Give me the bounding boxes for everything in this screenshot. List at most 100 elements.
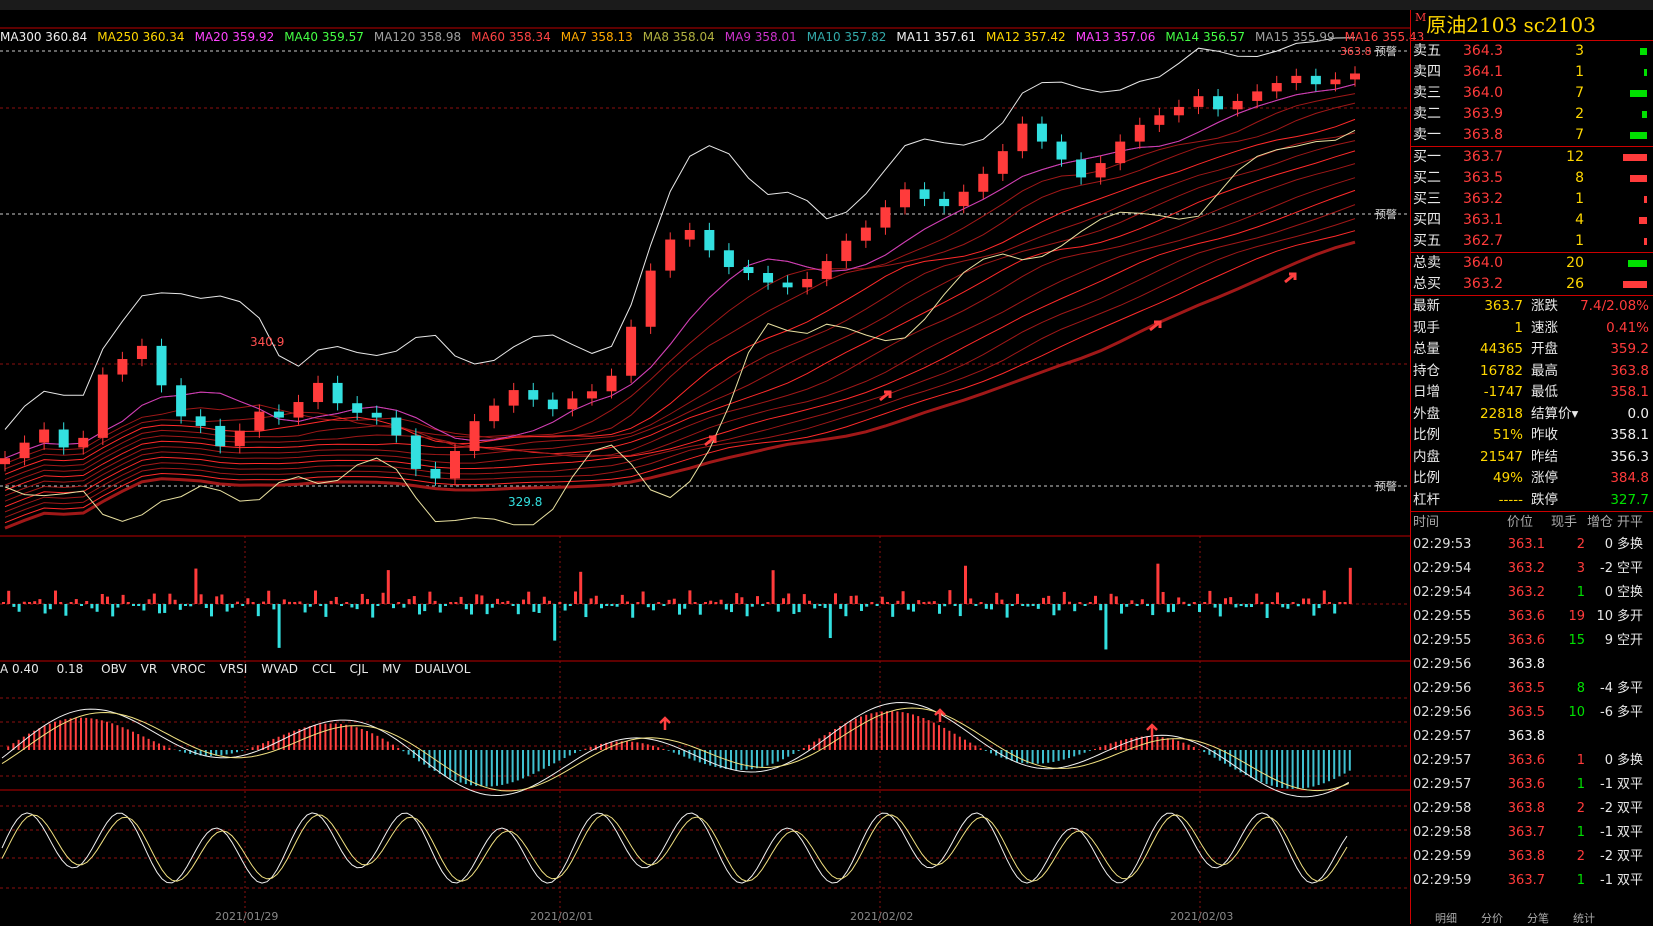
panel-tab-3[interactable]: 统计 bbox=[1573, 912, 1595, 925]
macd-bar bbox=[236, 750, 238, 752]
indicator-tab-vr[interactable]: VR bbox=[141, 662, 158, 676]
panel-tab-1[interactable]: 分价 bbox=[1481, 912, 1503, 925]
tick-oi-change: -4 bbox=[1587, 677, 1613, 701]
kdj-d-line bbox=[2, 815, 1347, 881]
macd-bar bbox=[517, 750, 519, 780]
indicator-tab-obv[interactable]: OBV bbox=[101, 662, 127, 676]
volume-bar bbox=[158, 604, 161, 613]
volume-bar bbox=[1297, 604, 1300, 606]
indicator-tab-vrsi[interactable]: VRSI bbox=[220, 662, 248, 676]
indicator-tab-cjl[interactable]: CJL bbox=[350, 662, 369, 676]
panel-tab-0[interactable]: 明细 bbox=[1435, 912, 1457, 925]
volume-bar bbox=[600, 604, 603, 608]
stat-label: 昨收 bbox=[1531, 425, 1558, 447]
bid-level-price: 363.5 bbox=[1463, 168, 1503, 189]
volume-bar bbox=[1130, 600, 1133, 604]
candle-body bbox=[1076, 160, 1086, 178]
stat-value: 327.7 bbox=[1571, 490, 1649, 512]
candle-body bbox=[1252, 91, 1262, 101]
macd-bar bbox=[1047, 750, 1049, 763]
volume-bar bbox=[1229, 597, 1232, 604]
indicator-tab-ccl[interactable]: CCL bbox=[312, 662, 335, 676]
volume-bar bbox=[1011, 604, 1014, 606]
volume-bar bbox=[1016, 594, 1019, 604]
macd-bar bbox=[803, 748, 805, 750]
volume-bar bbox=[844, 604, 847, 616]
volume-bar bbox=[725, 604, 728, 610]
candle-body bbox=[1096, 163, 1106, 177]
bid-level-price: 363.7 bbox=[1463, 147, 1503, 168]
volume-bar bbox=[252, 602, 255, 604]
tick-type: 双平 bbox=[1617, 821, 1643, 845]
macd-bar bbox=[709, 750, 711, 766]
candle-body bbox=[1174, 107, 1184, 115]
volume-bar bbox=[1250, 604, 1253, 607]
macd-bar bbox=[1255, 750, 1257, 780]
macd-bar bbox=[205, 750, 207, 756]
bid-level-label: 买五 bbox=[1413, 231, 1441, 252]
macd-bar bbox=[7, 747, 9, 750]
candle-body bbox=[998, 151, 1008, 174]
date-axis-label: 2021/01/29 bbox=[215, 910, 278, 923]
volume-bar bbox=[636, 602, 639, 604]
volume-bar bbox=[122, 595, 125, 604]
panel-tab-2[interactable]: 分笔 bbox=[1527, 912, 1549, 925]
macd-bar bbox=[163, 746, 165, 750]
macd-bar bbox=[80, 718, 82, 750]
alert-label: 预警 bbox=[1375, 207, 1397, 221]
volume-bar bbox=[153, 594, 156, 604]
volume-bar bbox=[215, 596, 218, 604]
tick-oi-change: -6 bbox=[1587, 701, 1613, 725]
volume-bar bbox=[766, 602, 769, 604]
macd-bar bbox=[44, 726, 46, 750]
volume-bar bbox=[1136, 604, 1139, 606]
indicator-tab-wvad[interactable]: WVAD bbox=[261, 662, 298, 676]
volume-bar bbox=[652, 604, 655, 610]
macd-bar bbox=[366, 731, 368, 750]
bid-depth-bar bbox=[1644, 196, 1647, 203]
volume-bar bbox=[1219, 604, 1222, 616]
indicator-tab-vroc[interactable]: VROC bbox=[171, 662, 205, 676]
tick-oi-change: -2 bbox=[1587, 557, 1613, 581]
stat-label: 内盘 bbox=[1413, 447, 1440, 469]
volume-bar bbox=[980, 602, 983, 604]
volume-bar bbox=[865, 604, 868, 607]
tick-oi-change: -1 bbox=[1587, 773, 1613, 797]
volume-bar bbox=[595, 596, 598, 604]
volume-bar bbox=[18, 604, 21, 612]
indicator-tab-dualvol[interactable]: DUALVOL bbox=[415, 662, 471, 676]
indicator-tab-mv[interactable]: MV bbox=[382, 662, 401, 676]
macd-bar bbox=[319, 724, 321, 750]
macd-bar bbox=[226, 750, 228, 754]
